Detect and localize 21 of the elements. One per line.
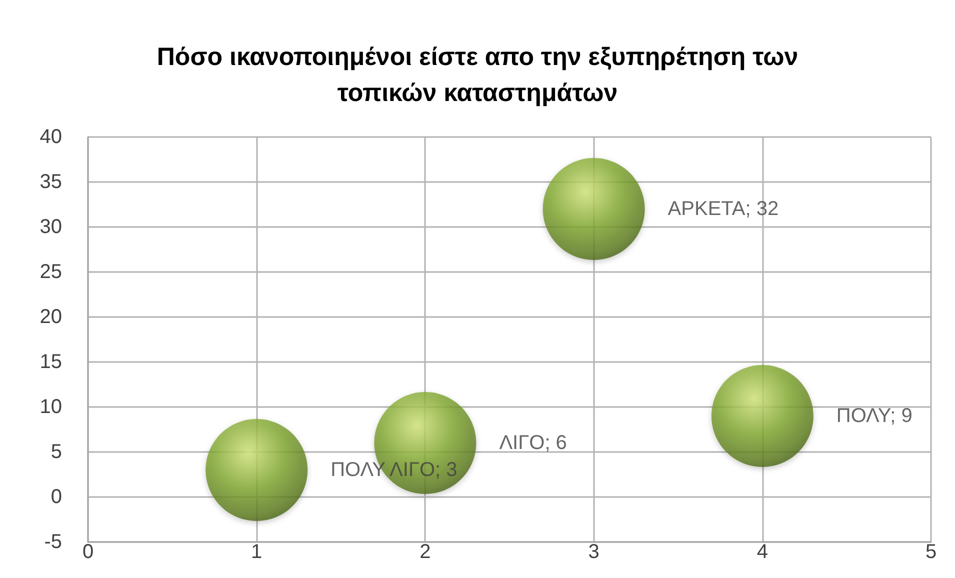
y-tick-label: 30 xyxy=(40,216,62,238)
y-tick-label: 10 xyxy=(40,396,62,418)
x-tick-label: 1 xyxy=(251,541,262,563)
data-label: ΠΟΛΥ ΛΙΓΟ; 3 xyxy=(330,459,458,481)
x-tick-label: 4 xyxy=(756,541,768,563)
x-tick-label: 2 xyxy=(420,541,431,563)
y-tick-label: 40 xyxy=(40,126,62,148)
y-tick-label: -5 xyxy=(44,531,62,553)
y-tick-label: 0 xyxy=(50,486,62,508)
y-tick-label: 5 xyxy=(50,441,62,463)
data-label: ΛΙΓΟ; 6 xyxy=(499,432,567,454)
x-tick-label: 0 xyxy=(82,541,94,563)
x-tick-label: 5 xyxy=(925,541,937,563)
y-tick-label: 35 xyxy=(40,171,62,193)
data-label: ΠΟΛΥ; 9 xyxy=(836,405,912,427)
y-tick-label: 20 xyxy=(40,306,62,328)
data-label: ΑΡΚΕΤΑ; 32 xyxy=(668,198,779,220)
y-tick-label: 25 xyxy=(40,261,62,283)
x-tick-label: 3 xyxy=(588,541,600,563)
chart-title: Πόσο ικανοποιημένοι είστε απο την εξυπηρέτηση των τοπικών καταστημάτων xyxy=(156,43,798,107)
y-tick-label: 15 xyxy=(40,351,62,373)
